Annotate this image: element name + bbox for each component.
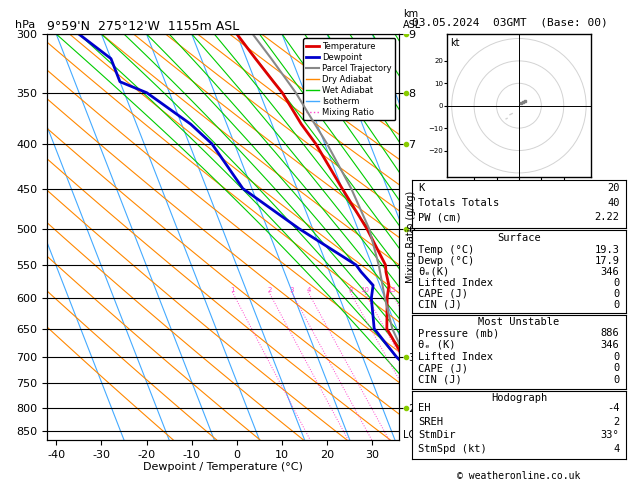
Text: CIN (J): CIN (J) xyxy=(418,299,462,310)
Text: Mixing Ratio (g/kg): Mixing Ratio (g/kg) xyxy=(406,191,416,283)
Text: CIN (J): CIN (J) xyxy=(418,375,462,385)
Text: Totals Totals: Totals Totals xyxy=(418,198,499,208)
Text: StmDir: StmDir xyxy=(418,430,456,440)
Text: 0: 0 xyxy=(613,375,620,385)
Text: θₑ(K): θₑ(K) xyxy=(418,267,450,277)
Text: K: K xyxy=(418,183,425,193)
Text: 1: 1 xyxy=(231,287,235,293)
Text: 2: 2 xyxy=(267,287,272,293)
Text: 0: 0 xyxy=(613,278,620,288)
Text: PW (cm): PW (cm) xyxy=(418,212,462,222)
Text: Temp (°C): Temp (°C) xyxy=(418,245,475,255)
X-axis label: Dewpoint / Temperature (°C): Dewpoint / Temperature (°C) xyxy=(143,462,303,472)
Text: 9°59'N  275°12'W  1155m ASL: 9°59'N 275°12'W 1155m ASL xyxy=(47,20,240,33)
Text: 03.05.2024  03GMT  (Base: 00): 03.05.2024 03GMT (Base: 00) xyxy=(412,17,608,27)
Text: 19.3: 19.3 xyxy=(594,245,620,255)
Text: 2: 2 xyxy=(613,417,620,427)
Text: © weatheronline.co.uk: © weatheronline.co.uk xyxy=(457,471,581,481)
Text: StmSpd (kt): StmSpd (kt) xyxy=(418,444,487,454)
Text: 0: 0 xyxy=(613,351,620,362)
Text: 8: 8 xyxy=(348,287,353,293)
Text: Lifted Index: Lifted Index xyxy=(418,278,493,288)
Text: SREH: SREH xyxy=(418,417,443,427)
Text: 2.22: 2.22 xyxy=(594,212,620,222)
Text: θₑ (K): θₑ (K) xyxy=(418,340,456,350)
Text: 886: 886 xyxy=(601,328,620,338)
Text: Most Unstable: Most Unstable xyxy=(478,317,560,327)
Text: CAPE (J): CAPE (J) xyxy=(418,289,469,299)
Text: CAPE (J): CAPE (J) xyxy=(418,363,469,373)
Text: Pressure (mb): Pressure (mb) xyxy=(418,328,499,338)
Legend: Temperature, Dewpoint, Parcel Trajectory, Dry Adiabat, Wet Adiabat, Isotherm, Mi: Temperature, Dewpoint, Parcel Trajectory… xyxy=(303,38,395,121)
Text: 40: 40 xyxy=(607,198,620,208)
Text: Lifted Index: Lifted Index xyxy=(418,351,493,362)
Text: Dewp (°C): Dewp (°C) xyxy=(418,256,475,266)
Text: 15: 15 xyxy=(387,287,396,293)
Text: 346: 346 xyxy=(601,267,620,277)
Text: 4: 4 xyxy=(613,444,620,454)
Text: -4: -4 xyxy=(607,403,620,413)
Text: LCL: LCL xyxy=(403,431,421,440)
Text: 0: 0 xyxy=(613,289,620,299)
Text: km
ASL: km ASL xyxy=(403,9,421,30)
Text: Hodograph: Hodograph xyxy=(491,393,547,403)
Text: 17.9: 17.9 xyxy=(594,256,620,266)
Text: 0: 0 xyxy=(613,299,620,310)
Text: Surface: Surface xyxy=(497,233,541,243)
Text: hPa: hPa xyxy=(16,20,36,30)
Text: 10: 10 xyxy=(360,287,369,293)
Text: 3: 3 xyxy=(290,287,294,293)
Text: EH: EH xyxy=(418,403,431,413)
Text: 33°: 33° xyxy=(601,430,620,440)
Text: kt: kt xyxy=(450,38,460,48)
Text: 4: 4 xyxy=(306,287,311,293)
Text: 20: 20 xyxy=(607,183,620,193)
Text: 346: 346 xyxy=(601,340,620,350)
Text: 0: 0 xyxy=(613,363,620,373)
